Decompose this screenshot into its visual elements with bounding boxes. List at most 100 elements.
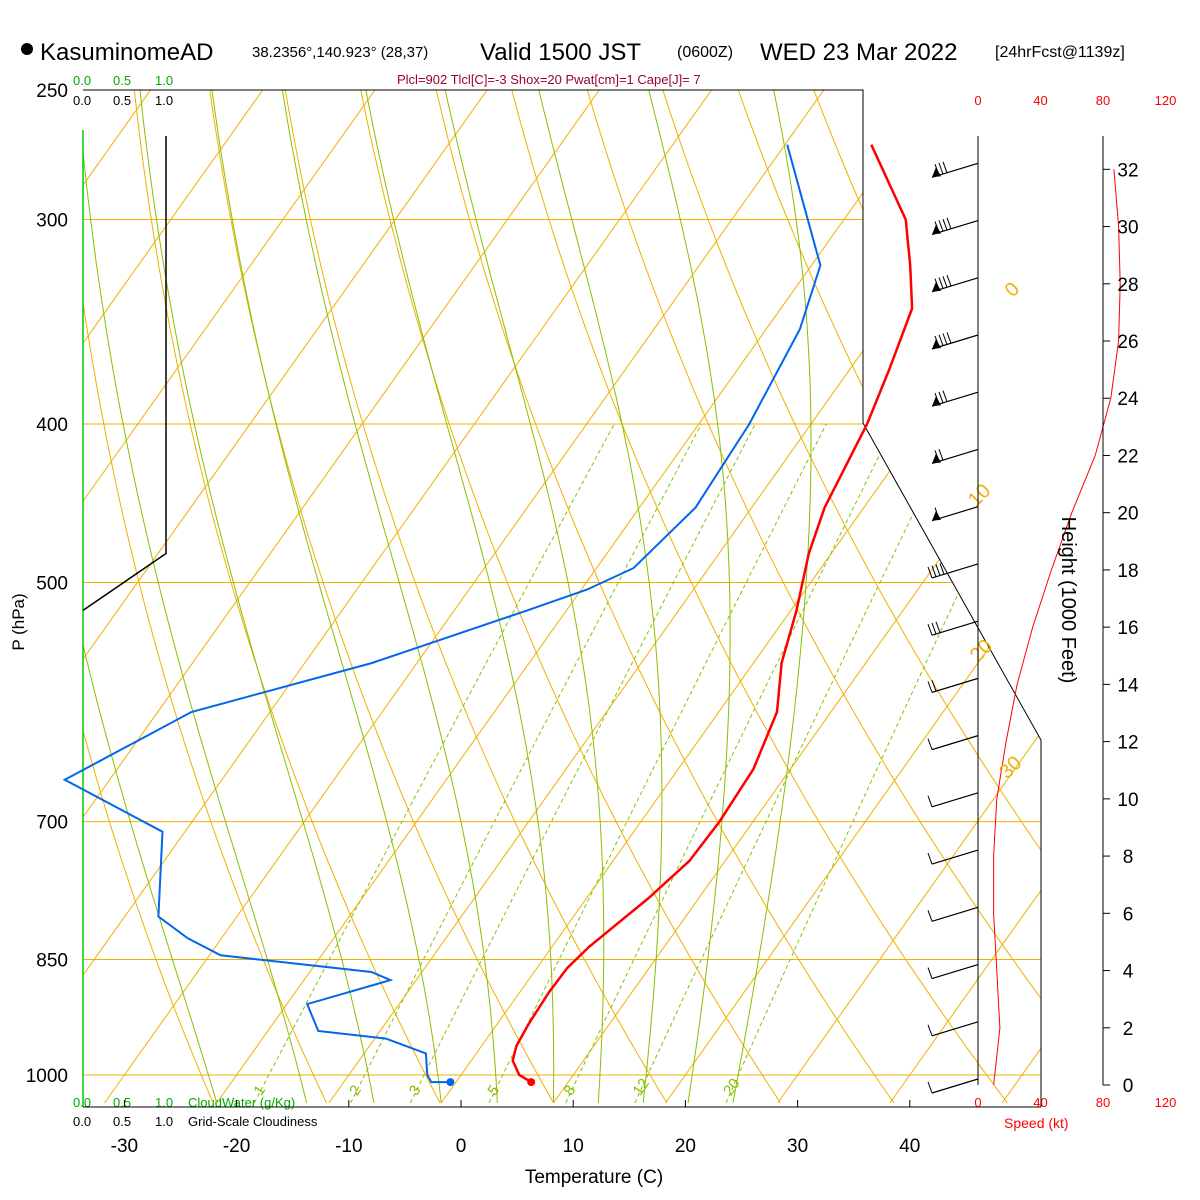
mixing-ratio-line xyxy=(253,423,615,1104)
wind-barb-feather xyxy=(942,276,948,288)
speed-tick-label: 80 xyxy=(1096,93,1110,108)
isotherm-line xyxy=(83,90,621,1104)
speed-tick-label: 40 xyxy=(1033,1095,1047,1110)
y-tick-label: 500 xyxy=(36,574,68,595)
wind-barb xyxy=(931,506,979,522)
wind-barb xyxy=(927,849,979,865)
x-tick-label: 20 xyxy=(675,1136,696,1157)
wind-barb-feather xyxy=(927,681,933,693)
wind-barb xyxy=(927,1021,979,1037)
x-tick-label: -20 xyxy=(223,1136,250,1157)
height-tick-label: 0 xyxy=(1123,1076,1134,1097)
wind-barb-feather xyxy=(935,564,941,576)
moist-adiabat-line xyxy=(538,90,663,1103)
plot-frame xyxy=(82,89,1042,1108)
height-tick-label: 12 xyxy=(1117,733,1138,754)
wind-barb-feather xyxy=(927,967,933,979)
cloudiness-scale-tick: 1.0 xyxy=(155,1114,173,1129)
dry-adiabat-line xyxy=(83,90,214,1104)
height-tick-label: 30 xyxy=(1117,218,1138,239)
mixing-ratio-line xyxy=(409,423,756,1104)
speed-tick-label: 120 xyxy=(1155,93,1177,108)
dry-adiabat-line xyxy=(1176,61,1200,1103)
valid-date: WED 23 Mar 2022 xyxy=(760,39,957,66)
isotherm-label-right: 0 xyxy=(1001,278,1024,301)
isotherm-line xyxy=(440,90,1041,1104)
cloud-scale-tick: 1.0 xyxy=(155,73,173,88)
moist-adiabat-line xyxy=(281,90,498,1103)
cloudiness-label: Grid-Scale Cloudiness xyxy=(188,1114,318,1129)
wind-barb xyxy=(927,792,979,808)
wind-barb-feather xyxy=(938,162,944,175)
wind-barb xyxy=(931,161,979,178)
cloud-water-label: CloudWater (g/Kg) xyxy=(188,1095,295,1110)
wind-barb-feather xyxy=(934,221,940,233)
dry-adiabat-line xyxy=(578,90,1041,1104)
y-axis-title: P (hPa) xyxy=(9,593,28,650)
wind-barb-feather xyxy=(934,278,940,290)
dewpoint-surface-point xyxy=(446,1078,455,1087)
mixing-ratio-label: 20 xyxy=(720,1075,743,1098)
wind-barb xyxy=(931,448,979,465)
wind-barb-feather xyxy=(934,507,940,519)
speed-axis-title: Speed (kt) xyxy=(1004,1115,1069,1131)
forecast-label: [24hrFcst@1139z] xyxy=(995,44,1125,61)
wind-barb-feather xyxy=(934,164,940,176)
wind-barb-feather xyxy=(935,621,941,633)
dry-adiabat-line xyxy=(83,90,327,1104)
wind-barb-staff xyxy=(931,563,979,579)
isotherm-line xyxy=(83,90,509,1104)
wind-barb-feather xyxy=(939,563,945,575)
speed-tick-label: 80 xyxy=(1096,1095,1110,1110)
isotherm-line xyxy=(553,90,1041,1104)
dry-adiabat-line xyxy=(503,90,1008,1104)
dry-adiabat-line xyxy=(727,90,1041,1104)
speed-tick-label: 0 xyxy=(974,1095,981,1110)
mixing-ratio-line xyxy=(350,423,702,1104)
dry-adiabat-line xyxy=(429,90,895,1104)
mixing-ratio-line xyxy=(634,423,958,1104)
dry-adiabat-line xyxy=(1026,90,1041,1104)
mixing-ratio-line xyxy=(488,423,827,1104)
moist-adiabat-line xyxy=(732,90,812,1103)
isotherm-line xyxy=(83,90,172,1104)
speed-tick-label: 0 xyxy=(974,93,981,108)
wind-barb-feather xyxy=(931,680,937,692)
isotherm-line xyxy=(216,90,957,1104)
isotherm-line xyxy=(83,90,733,1104)
isotherm-line xyxy=(777,90,1041,1104)
cloud-scale-tick: 0.0 xyxy=(73,73,91,88)
mixing-ratio-label: 8 xyxy=(561,1082,580,1099)
cloudiness-scale-tick: 0.0 xyxy=(73,93,91,108)
cloudiness-scale-bottom: 0.0 0.5 1.0 Grid-Scale Cloudiness xyxy=(73,1114,318,1129)
sounding-series xyxy=(62,144,914,1087)
station-name: KasuminomeAD xyxy=(40,39,213,66)
wind-barb xyxy=(927,906,979,922)
dewpoint-line xyxy=(62,144,822,1084)
wind-barb-feather xyxy=(938,391,944,404)
y-tick-label: 300 xyxy=(36,211,68,232)
height-tick-label: 22 xyxy=(1117,446,1138,467)
height-tick-label: 26 xyxy=(1117,332,1138,353)
y-tick-label: 1000 xyxy=(26,1066,68,1087)
height-profile xyxy=(993,169,1121,1086)
wind-barb-feather xyxy=(927,910,933,922)
station-coords: 38.2356°,140.923° (28,37) xyxy=(252,44,428,61)
cloudiness-scale-tick: 1.0 xyxy=(155,93,173,108)
cloudiness-scale-tick: 0.0 xyxy=(73,1114,91,1129)
mixing-ratio-label: 3 xyxy=(406,1082,425,1099)
wind-speed-profile xyxy=(993,169,1121,1086)
wind-barb-staff xyxy=(931,620,979,636)
height-axis-title: Height (1000 Feet) xyxy=(1057,517,1079,684)
wind-barb-feather xyxy=(942,333,948,345)
moist-adiabat-line xyxy=(365,90,555,1103)
wind-barb-feather xyxy=(927,623,933,636)
height-tick-label: 4 xyxy=(1123,962,1134,983)
cloud-water-scale-top: 0.0 0.5 1.0 xyxy=(73,73,173,88)
mixing-ratio-label: 12 xyxy=(629,1075,652,1098)
wind-barb-feather xyxy=(927,795,933,808)
height-tick-label: 16 xyxy=(1117,618,1138,639)
height-tick-label: 18 xyxy=(1117,561,1138,582)
wind-barb-feather xyxy=(927,1024,933,1036)
